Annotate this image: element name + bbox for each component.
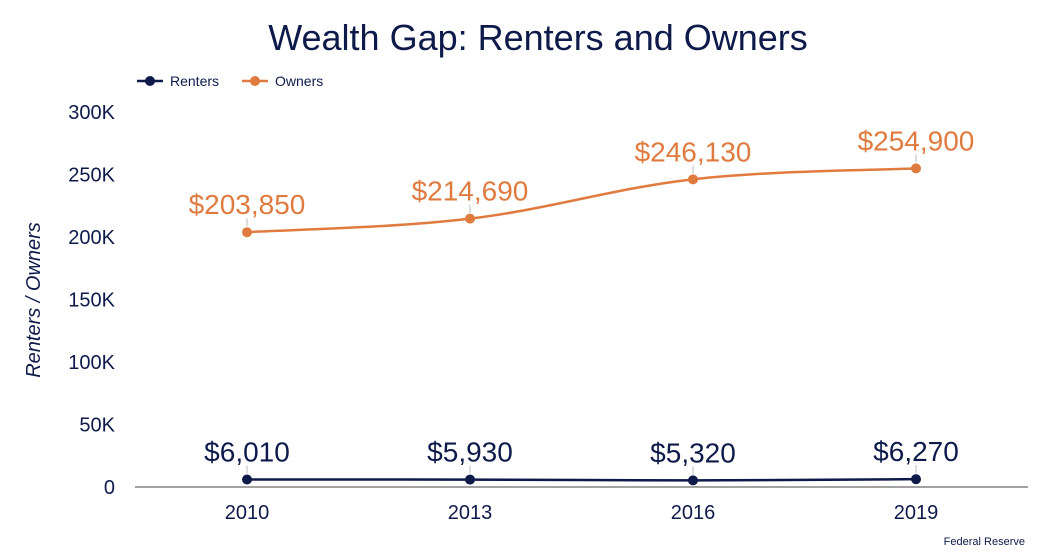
series-renters: $6,010 $5,930 $5,320 $6,270 — [204, 436, 959, 486]
renters-data-label: $5,320 — [650, 437, 736, 468]
x-tick-label: 2016 — [671, 502, 716, 524]
renters-data-label: $6,270 — [873, 436, 959, 467]
y-tick-label: 0 — [104, 477, 115, 499]
renters-data-point[interactable] — [465, 474, 475, 485]
series-layer: $6,010 $5,930 $5,320 $6,270 $203,850 $214,690… — [189, 125, 975, 486]
owners-data-point[interactable] — [242, 227, 252, 238]
renters-data-point[interactable] — [242, 474, 252, 485]
legend: Renters Owners — [137, 73, 323, 89]
legend-label: Owners — [275, 73, 323, 89]
source-note: Federal Reserve — [944, 536, 1025, 548]
x-tick-label: 2010 — [225, 502, 270, 524]
owners-data-point[interactable] — [465, 213, 475, 224]
renters-data-label: $6,010 — [204, 436, 290, 467]
legend-swatch-marker — [250, 76, 260, 86]
y-tick-label: 250K — [68, 165, 115, 187]
y-tick-label: 50K — [79, 415, 115, 437]
renters-data-label: $5,930 — [427, 437, 513, 468]
y-tick-label: 100K — [68, 352, 115, 374]
legend-swatch-marker — [145, 76, 155, 86]
y-tick-label: 300K — [68, 102, 115, 124]
owners-data-point[interactable] — [688, 174, 698, 185]
y-axis: 0 50K 100K 150K 200K 250K 300K — [68, 102, 115, 499]
y-tick-label: 150K — [68, 290, 115, 312]
owners-data-point[interactable] — [911, 163, 921, 174]
x-axis: 2010 2013 2016 2019 — [135, 486, 1028, 524]
y-axis-label: Renters / Owners — [23, 222, 45, 378]
y-tick-label: 200K — [68, 227, 115, 249]
owners-data-label: $203,850 — [189, 189, 306, 220]
renters-data-point[interactable] — [688, 475, 698, 486]
owners-series-line — [246, 167, 917, 234]
owners-data-label: $246,130 — [635, 136, 752, 167]
legend-item-renters[interactable]: Renters — [137, 73, 219, 89]
legend-label: Renters — [170, 73, 219, 89]
legend-item-owners[interactable]: Owners — [242, 73, 323, 89]
renters-data-point[interactable] — [911, 474, 921, 485]
chart-title: Wealth Gap: Renters and Owners — [268, 17, 808, 58]
owners-data-label: $254,900 — [858, 125, 975, 156]
x-tick-label: 2019 — [894, 502, 939, 524]
owners-data-label: $214,690 — [412, 176, 529, 207]
renters-series-line — [246, 477, 917, 482]
x-tick-label: 2013 — [448, 502, 493, 524]
series-owners: $203,850 $214,690 $246,130 $254,900 — [189, 125, 975, 238]
